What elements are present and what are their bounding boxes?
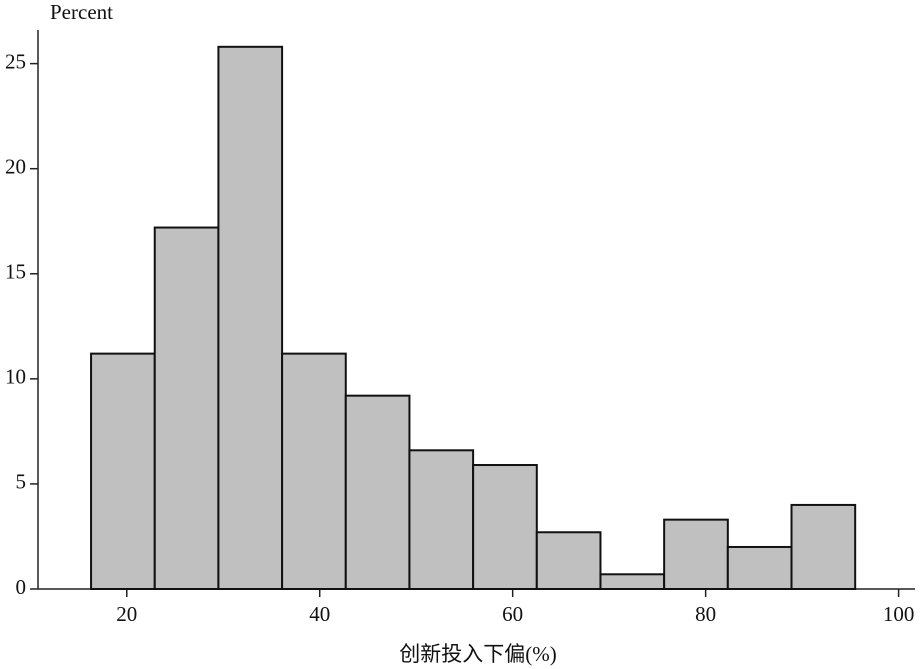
- y-tick-label: 0: [16, 575, 27, 599]
- bar: [344, 394, 411, 590]
- y-axis-label: Percent: [50, 0, 113, 24]
- bar: [535, 531, 602, 590]
- bar: [153, 226, 220, 590]
- y-tick-label: 25: [5, 49, 26, 73]
- bar: [408, 449, 475, 590]
- bar: [599, 573, 666, 591]
- bar: [663, 518, 729, 591]
- bar: [790, 503, 857, 590]
- bar: [217, 45, 284, 591]
- y-tick-label: 5: [16, 470, 27, 494]
- bar: [90, 352, 156, 591]
- x-tick-label: 40: [309, 602, 330, 626]
- y-tick-label: 15: [5, 260, 26, 284]
- bar: [281, 352, 347, 591]
- x-tick-label: 60: [502, 602, 523, 626]
- bar: [472, 464, 538, 591]
- x-axis-label: 创新投入下偏(%): [399, 642, 556, 666]
- x-tick-label: 100: [883, 602, 915, 626]
- y-tick-label: 20: [5, 155, 26, 179]
- y-tick-label: 10: [5, 365, 26, 389]
- x-tick-label: 20: [116, 602, 137, 626]
- bar: [726, 545, 793, 590]
- x-tick-label: 80: [695, 602, 716, 626]
